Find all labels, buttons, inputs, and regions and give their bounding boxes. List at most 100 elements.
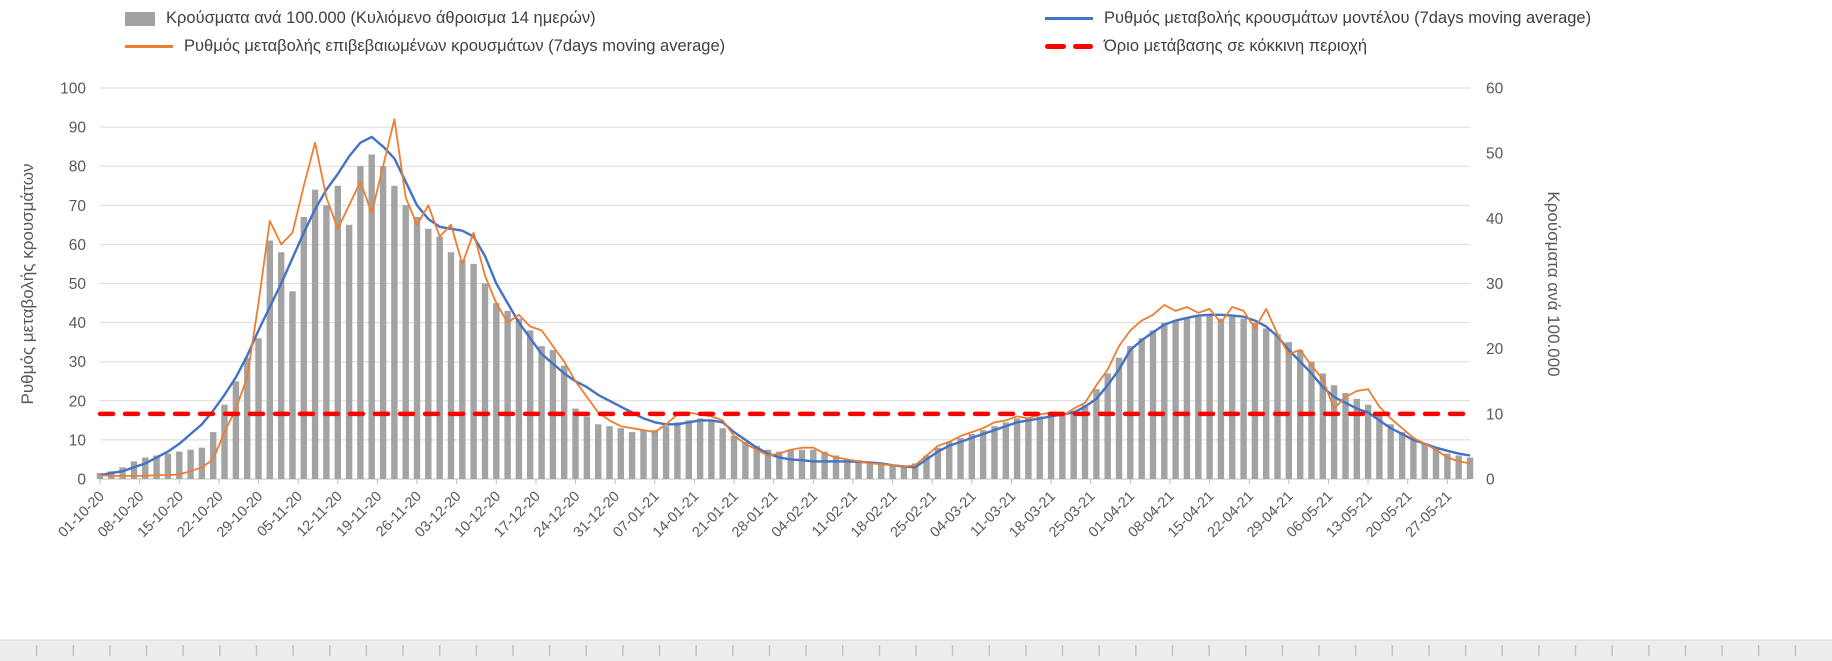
bar xyxy=(493,303,500,479)
bar xyxy=(459,260,466,479)
bar xyxy=(640,430,647,479)
bar xyxy=(1025,418,1032,479)
legend-label-cases-per-100k: Κρούσματα ανά 100.000 (Κυλιόμενο άθροισμ… xyxy=(166,9,596,27)
y-right-tick-label: 10 xyxy=(1486,406,1504,423)
blue-line-swatch-icon xyxy=(1045,17,1093,20)
model-line xyxy=(99,135,1471,477)
bar xyxy=(1330,385,1338,479)
bar xyxy=(1353,398,1360,479)
bar xyxy=(583,416,591,479)
bar xyxy=(742,441,749,479)
bar xyxy=(1398,432,1406,479)
y-left-tick-label: 100 xyxy=(60,81,86,98)
bar xyxy=(232,381,240,480)
bar xyxy=(889,465,896,479)
bar xyxy=(798,449,806,479)
bar xyxy=(1059,414,1066,479)
bar xyxy=(379,166,387,479)
bar xyxy=(1229,316,1236,479)
bar xyxy=(391,185,398,480)
bar xyxy=(572,408,579,479)
legend-item-red-zone-threshold: Όριο μετάβασης σε κόκκινη περιοχή xyxy=(1045,37,1367,56)
bar xyxy=(538,346,545,479)
bar xyxy=(1432,447,1440,479)
bar xyxy=(979,430,987,479)
bar xyxy=(787,449,794,479)
bar xyxy=(821,451,828,479)
bar xyxy=(1251,322,1259,479)
bar xyxy=(1195,316,1202,479)
bar xyxy=(96,473,104,479)
bar xyxy=(855,460,862,479)
bar xyxy=(1104,373,1111,479)
bar xyxy=(662,426,670,479)
legend-label-model-rate: Ρυθμός μεταβολής κρουσμάτων μοντέλου (7d… xyxy=(1104,9,1592,27)
bar xyxy=(447,252,455,479)
bar xyxy=(1002,422,1009,479)
bar xyxy=(345,224,353,479)
bar xyxy=(1206,314,1213,479)
y-left-tick-label: 50 xyxy=(69,276,87,293)
bar xyxy=(946,441,953,479)
bar xyxy=(142,457,149,479)
bar xyxy=(425,228,432,479)
red-dashed-swatch-icon xyxy=(1045,44,1093,49)
bar xyxy=(561,365,568,479)
bar xyxy=(1285,342,1292,479)
bar xyxy=(1081,404,1089,479)
bar xyxy=(289,291,296,479)
legend-label-red-zone-threshold: Όριο μετάβασης σε κόκκινη περιοχή xyxy=(1104,37,1368,55)
bar xyxy=(1455,455,1462,479)
bar xyxy=(130,461,138,479)
y-right-tick-label: 0 xyxy=(1486,472,1495,489)
legend-item-confirmed-rate: Ρυθμός μεταβολής επιβεβαιωμένων κρουσμάτ… xyxy=(125,37,725,56)
bar xyxy=(810,449,817,479)
bar xyxy=(1070,410,1077,479)
bar xyxy=(730,436,738,479)
bar xyxy=(832,455,840,479)
bar xyxy=(912,463,919,479)
bar xyxy=(1263,328,1270,479)
bar xyxy=(164,453,172,479)
bar xyxy=(878,464,885,479)
bar xyxy=(844,459,851,479)
bar xyxy=(1410,439,1417,479)
bar xyxy=(255,338,262,479)
bar xyxy=(1036,416,1043,479)
bar xyxy=(753,445,760,479)
bar xyxy=(1183,318,1191,479)
bar xyxy=(413,217,421,479)
bar xyxy=(1149,330,1157,479)
bar xyxy=(504,310,511,479)
bar xyxy=(606,426,613,479)
bar xyxy=(187,449,194,479)
bar xyxy=(1161,322,1168,479)
bar xyxy=(515,318,523,479)
bar xyxy=(119,467,126,479)
y-left-tick-label: 30 xyxy=(69,354,87,371)
bar xyxy=(617,428,624,479)
bar xyxy=(1093,389,1100,479)
bar xyxy=(266,240,273,479)
y-left-tick-label: 90 xyxy=(69,120,87,137)
legend-label-confirmed-rate: Ρυθμός μεταβολής επιβεβαιωμένων κρουσμάτ… xyxy=(184,37,726,55)
bar xyxy=(1387,424,1394,479)
bar xyxy=(470,263,477,479)
bar xyxy=(1421,443,1428,479)
bar xyxy=(685,420,692,479)
bar xyxy=(368,154,375,479)
bar xyxy=(323,205,330,480)
bar xyxy=(719,428,726,479)
legend-item-model-rate: Ρυθμός μεταβολής κρουσμάτων μοντέλου (7d… xyxy=(1045,9,1591,28)
bar xyxy=(934,447,942,479)
bar xyxy=(708,420,715,479)
bar xyxy=(176,451,183,479)
bar xyxy=(1274,334,1281,479)
y-left-tick-label: 20 xyxy=(69,393,87,410)
bar xyxy=(1240,318,1247,479)
bar xyxy=(1466,457,1474,479)
bar xyxy=(866,462,874,479)
orange-line-swatch-icon xyxy=(125,45,173,48)
